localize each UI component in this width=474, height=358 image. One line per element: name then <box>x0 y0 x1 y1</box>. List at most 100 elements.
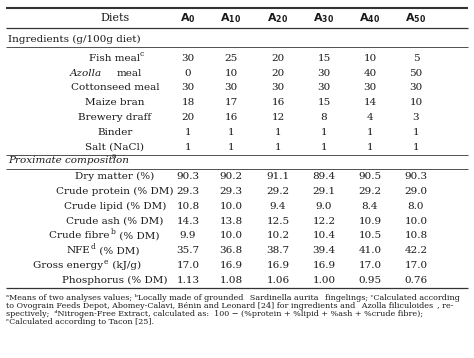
Text: Phosphorus (% DM): Phosphorus (% DM) <box>62 276 168 285</box>
Text: 16.9: 16.9 <box>312 261 336 270</box>
Text: 35.7: 35.7 <box>176 246 200 255</box>
Text: 17.0: 17.0 <box>404 261 428 270</box>
Text: 1: 1 <box>367 128 374 137</box>
Text: a: a <box>112 153 117 160</box>
Text: 30: 30 <box>318 69 331 78</box>
Text: Gross energy: Gross energy <box>33 261 103 270</box>
Text: 10.2: 10.2 <box>266 231 290 241</box>
Text: (% DM): (% DM) <box>116 231 159 241</box>
Text: spectively;  ᵈNitrogen-Free Extract, calculated as:  100 − (%protein + %lipid + : spectively; ᵈNitrogen-Free Extract, calc… <box>6 310 423 318</box>
Text: 1: 1 <box>413 128 419 137</box>
Text: $\mathbf{A_{50}}$: $\mathbf{A_{50}}$ <box>405 11 427 24</box>
Text: Salt (NaCl): Salt (NaCl) <box>85 142 145 152</box>
Text: 1: 1 <box>185 128 191 137</box>
Text: 10.0: 10.0 <box>219 231 243 241</box>
Text: c: c <box>140 50 144 58</box>
Text: 1.13: 1.13 <box>176 276 200 285</box>
Text: (kJ/g): (kJ/g) <box>109 261 141 270</box>
Text: e: e <box>104 257 109 266</box>
Text: 30: 30 <box>182 54 195 63</box>
Text: 29.2: 29.2 <box>358 187 382 196</box>
Text: 10.4: 10.4 <box>312 231 336 241</box>
Text: 38.7: 38.7 <box>266 246 290 255</box>
Text: 10.8: 10.8 <box>176 202 200 211</box>
Text: 10.0: 10.0 <box>404 217 428 226</box>
Text: 12: 12 <box>272 113 284 122</box>
Text: Crude fibre: Crude fibre <box>49 231 110 241</box>
Text: 1: 1 <box>413 142 419 152</box>
Text: 10: 10 <box>364 54 377 63</box>
Text: Maize bran: Maize bran <box>85 98 145 107</box>
Text: 1.06: 1.06 <box>266 276 290 285</box>
Text: 90.2: 90.2 <box>219 172 243 181</box>
Text: Cottonseed meal: Cottonseed meal <box>71 83 159 92</box>
Text: 9.4: 9.4 <box>270 202 286 211</box>
Text: 10.9: 10.9 <box>358 217 382 226</box>
Text: Proximate composition: Proximate composition <box>8 156 129 165</box>
Text: 1.08: 1.08 <box>219 276 243 285</box>
Text: 9.0: 9.0 <box>316 202 332 211</box>
Text: 39.4: 39.4 <box>312 246 336 255</box>
Text: 10.0: 10.0 <box>219 202 243 211</box>
Text: 36.8: 36.8 <box>219 246 243 255</box>
Text: d: d <box>91 243 96 251</box>
Text: 30: 30 <box>364 83 377 92</box>
Text: 9.9: 9.9 <box>180 231 196 241</box>
Text: 90.5: 90.5 <box>358 172 382 181</box>
Text: 10: 10 <box>410 98 423 107</box>
Text: 29.3: 29.3 <box>219 187 243 196</box>
Text: 29.1: 29.1 <box>312 187 336 196</box>
Text: 30: 30 <box>224 83 237 92</box>
Text: 0.95: 0.95 <box>358 276 382 285</box>
Text: 5: 5 <box>413 54 419 63</box>
Text: $\mathbf{A_{20}}$: $\mathbf{A_{20}}$ <box>267 11 289 24</box>
Text: 13.8: 13.8 <box>219 217 243 226</box>
Text: 1: 1 <box>185 142 191 152</box>
Text: 25: 25 <box>224 54 237 63</box>
Text: 1: 1 <box>275 128 281 137</box>
Text: 50: 50 <box>410 69 423 78</box>
Text: Fish meal: Fish meal <box>90 54 141 63</box>
Text: 15: 15 <box>318 54 331 63</box>
Text: 8.4: 8.4 <box>362 202 378 211</box>
Text: 20: 20 <box>272 69 284 78</box>
Text: 16: 16 <box>272 98 284 107</box>
Text: 30: 30 <box>272 83 284 92</box>
Text: Azolla: Azolla <box>70 69 102 78</box>
Text: 14: 14 <box>364 98 377 107</box>
Text: Binder: Binder <box>97 128 133 137</box>
Text: 1: 1 <box>228 142 234 152</box>
Text: to Ovograin Feeds Depot, Abomey-Calavi, Bénin and Leonard [24] for ingredients a: to Ovograin Feeds Depot, Abomey-Calavi, … <box>6 302 454 310</box>
Text: Crude lipid (% DM): Crude lipid (% DM) <box>64 202 166 211</box>
Text: 42.2: 42.2 <box>404 246 428 255</box>
Text: NFE: NFE <box>66 246 90 255</box>
Text: 8.0: 8.0 <box>408 202 424 211</box>
Text: 15: 15 <box>318 98 331 107</box>
Text: 10.8: 10.8 <box>404 231 428 241</box>
Text: 1.00: 1.00 <box>312 276 336 285</box>
Text: Diets: Diets <box>100 13 129 23</box>
Text: 10: 10 <box>224 69 237 78</box>
Text: 16.9: 16.9 <box>266 261 290 270</box>
Text: meal: meal <box>116 69 142 78</box>
Text: ᵃMeans of two analyses values; ᵇLocally made of grounded  Sardinella aurita  fin: ᵃMeans of two analyses values; ᵇLocally … <box>6 294 460 302</box>
Text: 30: 30 <box>318 83 331 92</box>
Text: 89.4: 89.4 <box>312 172 336 181</box>
Text: 20: 20 <box>182 113 195 122</box>
Text: Crude protein (% DM): Crude protein (% DM) <box>56 187 174 196</box>
Text: Dry matter (%): Dry matter (%) <box>75 172 155 181</box>
Text: 12.5: 12.5 <box>266 217 290 226</box>
Text: 17: 17 <box>224 98 237 107</box>
Text: 14.3: 14.3 <box>176 217 200 226</box>
Text: $\mathbf{A_{30}}$: $\mathbf{A_{30}}$ <box>313 11 335 24</box>
Text: 90.3: 90.3 <box>176 172 200 181</box>
Text: 18: 18 <box>182 98 195 107</box>
Text: 1: 1 <box>275 142 281 152</box>
Text: $\mathbf{A_{40}}$: $\mathbf{A_{40}}$ <box>359 11 381 24</box>
Text: 29.0: 29.0 <box>404 187 428 196</box>
Text: 90.3: 90.3 <box>404 172 428 181</box>
Text: 29.3: 29.3 <box>176 187 200 196</box>
Text: 17.0: 17.0 <box>358 261 382 270</box>
Text: ᵉCalculated according to Tacon [25].: ᵉCalculated according to Tacon [25]. <box>6 318 154 326</box>
Text: 1: 1 <box>228 128 234 137</box>
